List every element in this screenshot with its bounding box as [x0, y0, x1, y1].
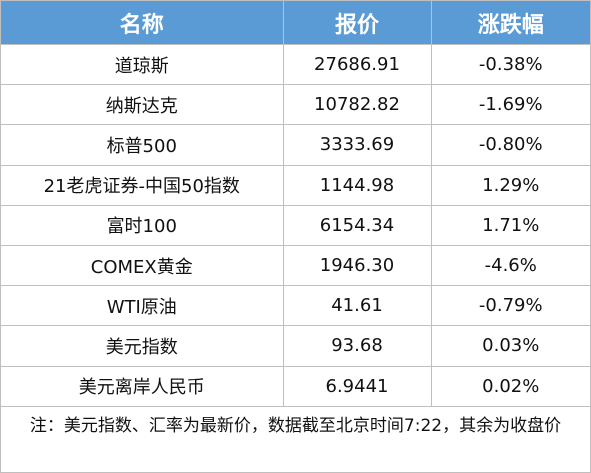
table-row: 美元离岸人民币 6.9441 0.02%	[1, 365, 590, 407]
table-row: 道琼斯 27686.91 -0.38%	[1, 43, 590, 86]
table-cell: 标普500	[1, 124, 284, 166]
table-row: COMEX黄金 1946.30 -4.6%	[1, 244, 590, 287]
table-row: WTI原油 41.61 -0.79%	[1, 285, 590, 327]
table-body: 道琼斯 27686.91 -0.38% 纳斯达克 10782.82 -1.69% 标普500…	[1, 43, 590, 407]
table-cell: -1.69%	[430, 84, 590, 126]
table-cell: 纳斯达克	[1, 84, 284, 126]
table-cell: -4.6%	[430, 244, 590, 287]
table-cell: -0.80%	[430, 124, 590, 166]
table-cell: -0.38%	[430, 43, 590, 86]
table-row: 美元指数 93.68 0.03%	[1, 325, 590, 367]
table-cell: 93.68	[282, 325, 432, 367]
table-cell: WTI原油	[1, 285, 284, 327]
header-row: 名称 报价 涨跌幅	[1, 1, 590, 45]
quote-table: 名称 报价 涨跌幅 道琼斯 27686.91 -0.38% 纳斯达克 10782.82 -1.…	[1, 1, 590, 407]
table-row: 21老虎证券-中国50指数 1144.98 1.29%	[1, 164, 590, 206]
table-cell: 0.03%	[430, 325, 590, 367]
table-cell: 27686.91	[282, 43, 432, 86]
table-row: 富时100 6154.34 1.71%	[1, 204, 590, 246]
table-cell: 1144.98	[282, 164, 432, 206]
table-cell: 道琼斯	[1, 43, 284, 86]
table-cell: 6154.34	[282, 204, 432, 246]
header-cell: 名称	[1, 1, 284, 45]
table-cell: -0.79%	[430, 285, 590, 327]
table-cell: 1.29%	[430, 164, 590, 206]
table-cell: 美元指数	[1, 325, 284, 367]
table-cell: 10782.82	[282, 84, 432, 126]
table-row: 标普500 3333.69 -0.80%	[1, 124, 590, 166]
table-cell: 41.61	[282, 285, 432, 327]
table-cell: 21老虎证券-中国50指数	[1, 164, 284, 206]
table-cell: 1.71%	[430, 204, 590, 246]
table-cell: COMEX黄金	[1, 244, 284, 287]
table-cell: 富时100	[1, 204, 284, 246]
table-cell: 0.02%	[430, 365, 590, 407]
table-cell: 美元离岸人民币	[1, 365, 284, 407]
table-row: 纳斯达克 10782.82 -1.69%	[1, 84, 590, 126]
table-cell: 3333.69	[282, 124, 432, 166]
table-cell: 1946.30	[282, 244, 432, 287]
table-cell: 6.9441	[282, 365, 432, 407]
footnote: 注：美元指数、汇率为最新价，数据截至北京时间7:22，其余为收盘价	[29, 415, 562, 436]
header-cell: 涨跌幅	[431, 1, 590, 45]
header-cell: 报价	[283, 1, 432, 45]
